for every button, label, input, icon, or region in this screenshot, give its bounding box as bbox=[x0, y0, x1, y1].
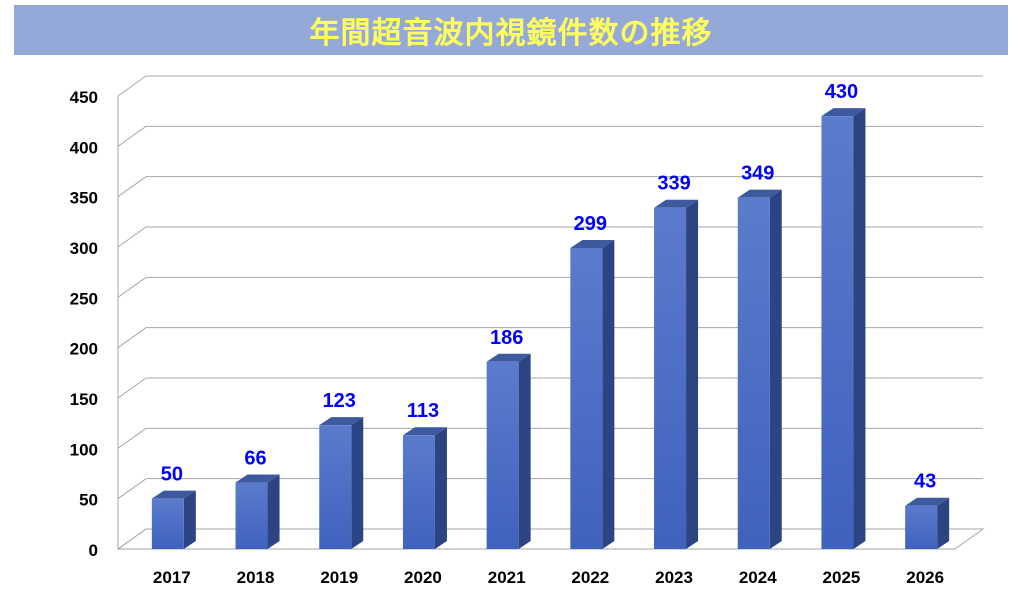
y-tick-label: 0 bbox=[89, 541, 98, 560]
y-tick-label: 50 bbox=[79, 491, 98, 510]
bar bbox=[821, 116, 854, 549]
bar-top bbox=[319, 417, 364, 426]
y-tick-label: 250 bbox=[70, 289, 98, 308]
bar-side bbox=[267, 474, 280, 549]
bar-side bbox=[351, 417, 364, 549]
y-tick-label: 150 bbox=[70, 390, 98, 409]
bar-side bbox=[769, 189, 782, 549]
x-tick-label: 2025 bbox=[823, 568, 861, 587]
x-tick-label: 2017 bbox=[153, 568, 191, 587]
bar bbox=[319, 425, 352, 549]
data-label: 299 bbox=[574, 213, 607, 235]
x-tick-label: 2018 bbox=[237, 568, 275, 587]
bar-side bbox=[686, 199, 699, 550]
bar-side bbox=[183, 490, 196, 549]
gridline-side bbox=[117, 226, 147, 248]
x-tick-label: 2026 bbox=[906, 568, 944, 587]
bar bbox=[402, 435, 435, 549]
bar bbox=[486, 361, 519, 549]
gridline-side bbox=[117, 276, 147, 298]
gridline-side bbox=[117, 125, 147, 147]
y-tick-label: 200 bbox=[70, 340, 98, 359]
y-tick-label: 400 bbox=[70, 138, 98, 157]
bar-side bbox=[518, 353, 531, 549]
data-label: 43 bbox=[914, 471, 936, 493]
chart-title-bar: 年間超音波内視鏡件数の推移 bbox=[14, 5, 1008, 55]
x-tick-label: 2020 bbox=[404, 568, 442, 587]
x-tick-label: 2022 bbox=[571, 568, 609, 587]
bar bbox=[905, 505, 938, 549]
bar-top bbox=[737, 189, 782, 198]
gridline-side bbox=[117, 75, 147, 97]
data-label: 113 bbox=[407, 400, 439, 422]
data-label: 123 bbox=[323, 390, 356, 412]
y-tick-label: 100 bbox=[70, 440, 98, 459]
bar bbox=[570, 248, 603, 550]
data-label: 186 bbox=[490, 327, 523, 349]
gridline-side bbox=[117, 377, 147, 399]
bar-top bbox=[821, 108, 866, 117]
x-tick-label: 2021 bbox=[488, 568, 526, 587]
bar-top bbox=[151, 490, 196, 499]
bar-top bbox=[486, 353, 531, 362]
bar-top bbox=[235, 474, 280, 483]
bar-side bbox=[602, 240, 615, 550]
bar bbox=[151, 498, 184, 549]
x-tick-label: 2019 bbox=[320, 568, 358, 587]
bar-side bbox=[937, 497, 950, 549]
gridline-side bbox=[117, 427, 147, 449]
y-tick-label: 350 bbox=[70, 189, 98, 208]
data-label: 349 bbox=[741, 163, 774, 185]
gridline-side bbox=[117, 528, 147, 550]
bar-top bbox=[402, 427, 447, 436]
data-label: 66 bbox=[244, 448, 266, 470]
data-label: 430 bbox=[825, 81, 858, 103]
bar-side bbox=[434, 427, 447, 549]
gridline-side bbox=[117, 327, 147, 349]
data-label: 339 bbox=[657, 173, 690, 195]
y-tick-label: 450 bbox=[70, 88, 98, 107]
bar-top bbox=[905, 497, 950, 506]
bar-top bbox=[570, 240, 615, 249]
data-label: 50 bbox=[161, 464, 183, 486]
x-tick-label: 2024 bbox=[739, 568, 777, 587]
y-tick-label: 300 bbox=[70, 239, 98, 258]
gridline-side bbox=[117, 478, 147, 500]
bar-top bbox=[654, 199, 699, 208]
x-tick-label: 2023 bbox=[655, 568, 693, 587]
bar bbox=[235, 482, 268, 549]
bar bbox=[737, 197, 770, 549]
gridline-side bbox=[117, 176, 147, 198]
bar-side bbox=[853, 108, 866, 549]
chart-title: 年間超音波内視鏡件数の推移 bbox=[309, 16, 713, 51]
bar bbox=[654, 207, 687, 550]
